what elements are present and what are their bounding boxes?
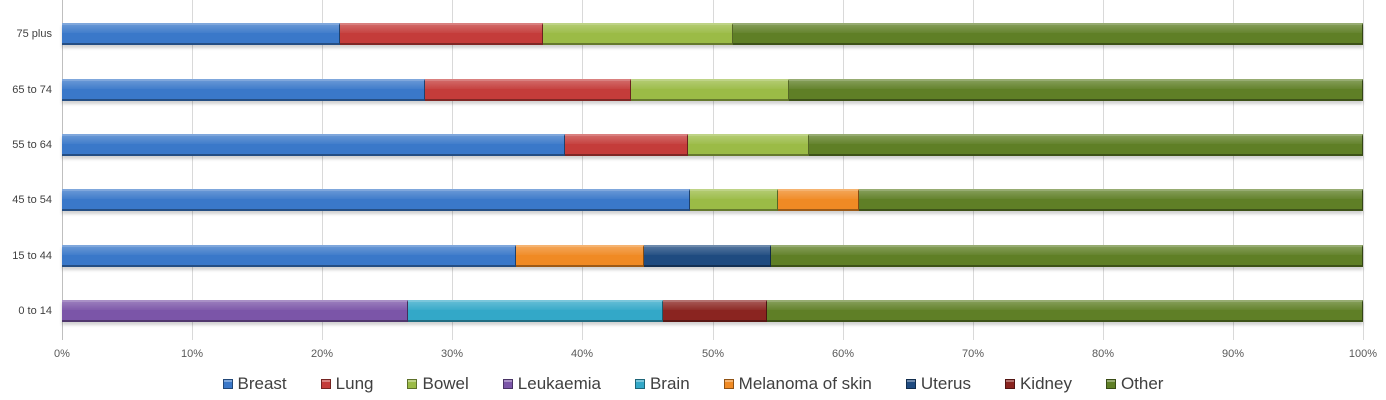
- gridline: [843, 0, 844, 340]
- legend-item: Breast: [222, 374, 287, 394]
- y-category-label: 0 to 14: [18, 305, 52, 317]
- bar-segment-other: [767, 300, 1363, 322]
- gridline: [1233, 0, 1234, 340]
- legend-swatch-icon: [723, 379, 734, 389]
- gridline: [582, 0, 583, 340]
- y-category-label: 65 to 74: [12, 84, 52, 96]
- legend-swatch-icon: [905, 379, 916, 389]
- legend-swatch-icon: [1105, 379, 1116, 389]
- bar-row: [62, 23, 1363, 45]
- bar-segment-breast: [62, 134, 566, 156]
- legend-item: Brain: [634, 374, 690, 394]
- legend-swatch-icon: [634, 379, 645, 389]
- bar-segment-other: [789, 79, 1363, 101]
- y-category-label: 55 to 64: [12, 139, 52, 151]
- legend-swatch-icon: [407, 379, 418, 389]
- bar-segment-bowel: [690, 189, 778, 211]
- bar-segment-bowel: [543, 23, 734, 45]
- bar-segment-breast: [62, 23, 341, 45]
- gridline: [452, 0, 453, 340]
- legend-label: Other: [1120, 374, 1164, 393]
- bar-segment-breast: [62, 245, 517, 267]
- y-category-label: 15 to 44: [12, 250, 52, 262]
- x-tick-label: 100%: [1348, 348, 1378, 360]
- x-tick-label: 80%: [1091, 348, 1115, 360]
- gridline: [322, 0, 323, 340]
- legend-label: Kidney: [1019, 374, 1072, 393]
- bar-segment-leukaemia: [62, 300, 409, 322]
- legend-label: Brain: [649, 374, 690, 393]
- legend-swatch-icon: [320, 379, 331, 389]
- x-tick-label: 60%: [831, 348, 855, 360]
- legend: Breast Lung Bowel Leukaemia Brain Melanoma of…: [0, 374, 1386, 394]
- gridline: [1103, 0, 1104, 340]
- x-tick-label: 40%: [570, 348, 594, 360]
- bar-row: [62, 189, 1363, 211]
- legend-item: Uterus: [905, 374, 971, 394]
- bar-segment-lung: [340, 23, 544, 45]
- bar-segment-kidney: [663, 300, 768, 322]
- bar-segment-other: [771, 245, 1363, 267]
- legend-label: Leukaemia: [517, 374, 601, 393]
- legend-label: Melanoma of skin: [738, 374, 872, 393]
- legend-item: Kidney: [1004, 374, 1072, 394]
- gridline: [973, 0, 974, 340]
- legend-item: Other: [1105, 374, 1164, 394]
- legend-label: Breast: [237, 374, 287, 393]
- bar-row: [62, 300, 1363, 322]
- legend-item: Lung: [320, 374, 374, 394]
- legend-label: Uterus: [920, 374, 971, 393]
- gridline: [713, 0, 714, 340]
- x-tick-label: 0%: [54, 348, 70, 360]
- bar-segment-bowel: [687, 134, 809, 156]
- bar-segment-lung: [424, 79, 631, 101]
- gridline: [1363, 0, 1364, 340]
- legend-item: Bowel: [407, 374, 469, 394]
- x-tick-label: 10%: [180, 348, 204, 360]
- bar-segment-breast: [62, 189, 691, 211]
- gridline: [192, 0, 193, 340]
- y-category-label: 75 plus: [16, 28, 52, 40]
- bar-row: [62, 245, 1363, 267]
- bar-segment-lung: [565, 134, 688, 156]
- legend-item: Leukaemia: [502, 374, 601, 394]
- bar-segment-other: [859, 189, 1363, 211]
- bar-segment-other: [808, 134, 1363, 156]
- legend-label: Lung: [335, 374, 374, 393]
- y-axis-line: [62, 0, 63, 340]
- bar-segment-melanoma-of-skin: [777, 189, 860, 211]
- legend-item: Melanoma of skin: [723, 374, 872, 394]
- x-tick-label: 70%: [961, 348, 985, 360]
- bar-row: [62, 134, 1363, 156]
- bar-segment-bowel: [630, 79, 790, 101]
- bar-segment-uterus: [643, 245, 772, 267]
- bar-segment-other: [733, 23, 1363, 45]
- bar-segment-melanoma-of-skin: [516, 245, 644, 267]
- legend-swatch-icon: [502, 379, 513, 389]
- bar-segment-brain: [408, 300, 664, 322]
- bar-row: [62, 79, 1363, 101]
- y-category-label: 45 to 54: [12, 194, 52, 206]
- legend-label: Bowel: [422, 374, 469, 393]
- bar-segment-breast: [62, 79, 425, 101]
- x-tick-label: 30%: [440, 348, 464, 360]
- x-tick-label: 20%: [310, 348, 334, 360]
- x-tick-label: 50%: [701, 348, 725, 360]
- legend-swatch-icon: [222, 379, 233, 389]
- legend-swatch-icon: [1004, 379, 1015, 389]
- x-tick-label: 90%: [1221, 348, 1245, 360]
